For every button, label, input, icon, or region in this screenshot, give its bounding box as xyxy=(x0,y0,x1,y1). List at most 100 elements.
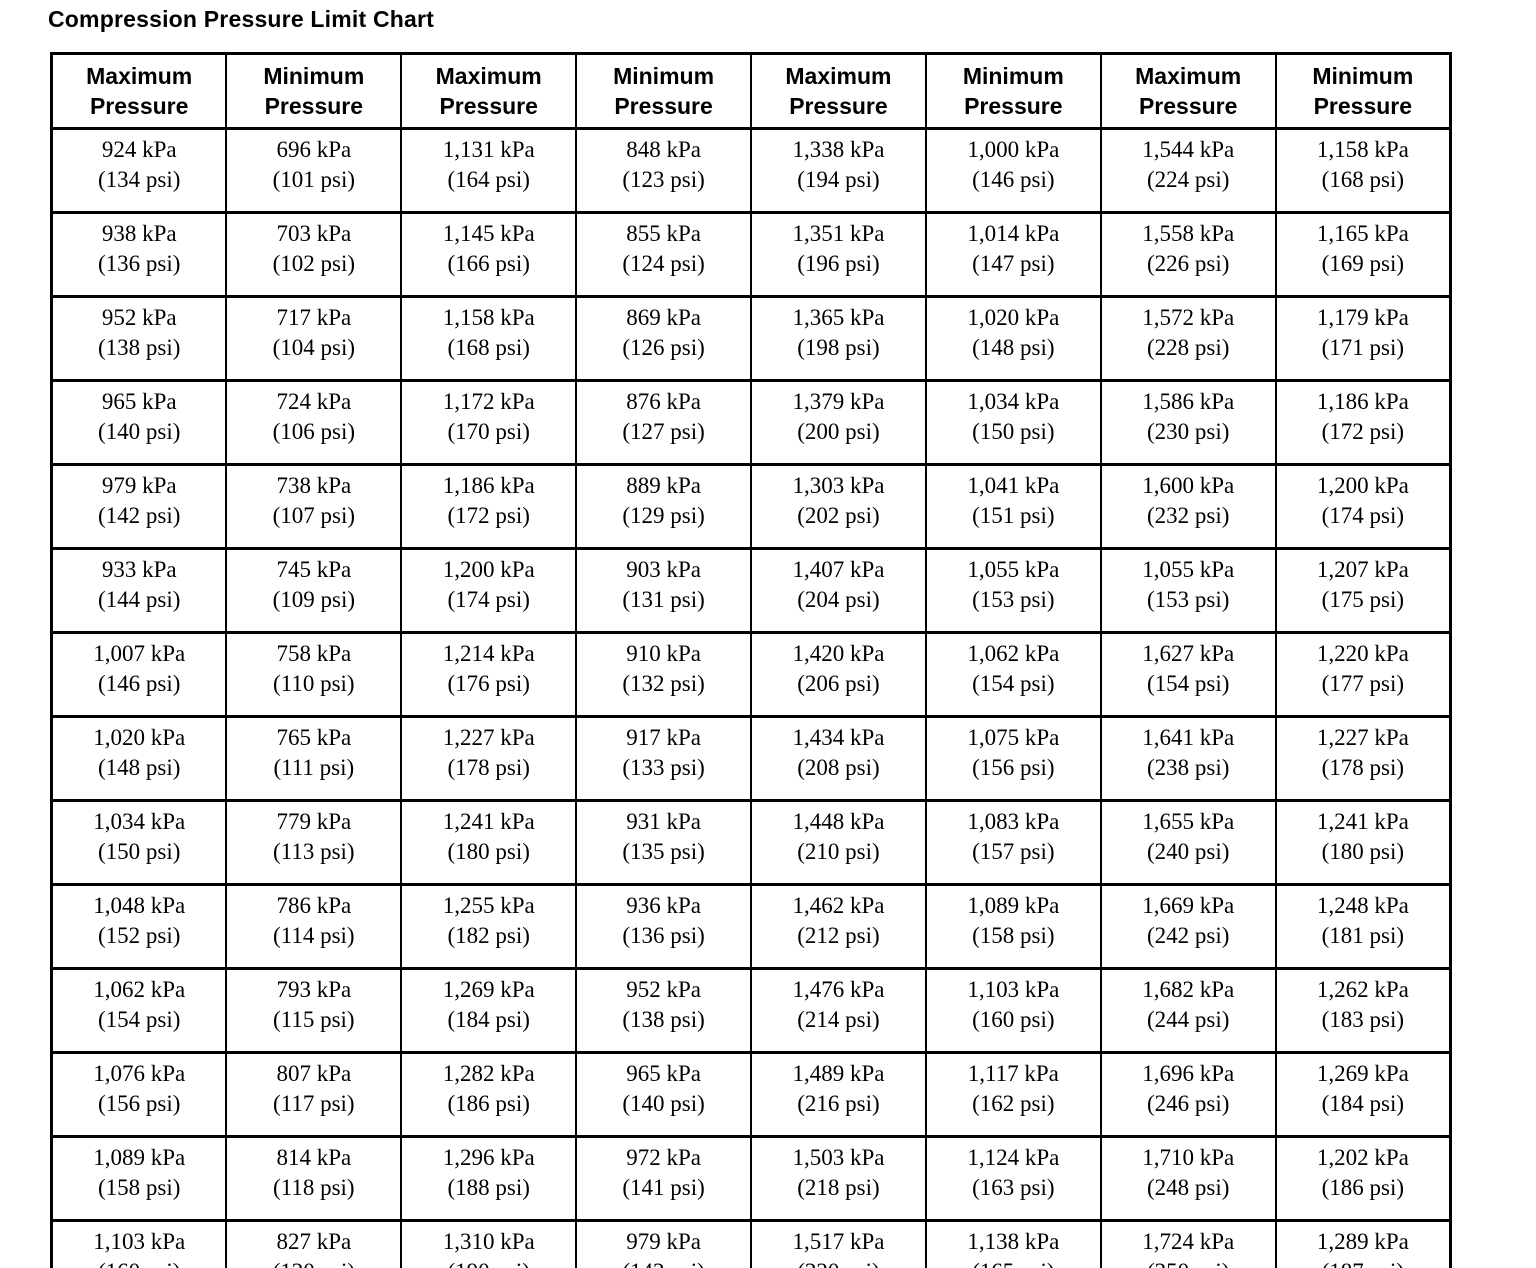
table-cell: 1,600 kPa (232 psi) xyxy=(1099,463,1277,550)
cell-line: (132 psi) xyxy=(622,671,705,696)
table-cell: 1,517 kPa (220 psi) xyxy=(750,1219,927,1268)
cell-line: (206 psi) xyxy=(797,671,880,696)
table-cell: 1,572 kPa (228 psi) xyxy=(1099,295,1277,382)
cell-line: (181 psi) xyxy=(1321,923,1405,948)
cell-line: 1,200 kPa xyxy=(442,557,535,582)
cell-line: 1,724 kPa xyxy=(1142,1229,1235,1254)
cell-line: 1,476 kPa xyxy=(792,977,885,1002)
table-cell: 807 kPa (117 psi) xyxy=(225,1051,403,1138)
table-cell: 814 kPa (118 psi) xyxy=(225,1135,403,1222)
cell-line: (242 psi) xyxy=(1146,923,1230,948)
header-cell-min-1: Minimum Pressure xyxy=(225,52,403,130)
cell-line: 1,248 kPa xyxy=(1316,893,1409,918)
table-row: 1,007 kPa (146 psi) 758 kPa (110 psi) 1,214 … xyxy=(50,631,1452,718)
cell-line: (210 psi) xyxy=(797,839,880,864)
table-cell: 972 kPa (141 psi) xyxy=(575,1135,752,1222)
table-cell: 1,172 kPa (170 psi) xyxy=(400,379,578,466)
cell-line: 807 kPa xyxy=(276,1061,352,1086)
cell-line: (188 psi) xyxy=(447,1175,530,1200)
cell-line: (163 psi) xyxy=(972,1175,1055,1200)
cell-line: (250 psi) xyxy=(1106,1257,1271,1268)
table-cell: 765 kPa (111 psi) xyxy=(225,715,403,802)
cell-line: (101 psi) xyxy=(272,167,356,192)
cell-line: 724 kPa xyxy=(276,389,352,414)
cell-line: 1,124 kPa xyxy=(967,1145,1060,1170)
table-cell: 1,227 kPa (178 psi) xyxy=(400,715,578,802)
cell-line: (157 psi) xyxy=(972,839,1055,864)
table-cell: 1,241 kPa (180 psi) xyxy=(400,799,578,886)
table-cell: 1,075 kPa (156 psi) xyxy=(924,715,1102,802)
table-cell: 1,200 kPa (174 psi) xyxy=(1274,463,1452,550)
cell-line: 1,296 kPa xyxy=(442,1145,535,1170)
table-cell: 1,544 kPa (224 psi) xyxy=(1099,127,1277,214)
cell-line: (107 psi) xyxy=(272,503,356,528)
cell-line: 738 kPa xyxy=(276,473,352,498)
cell-line: (200 psi) xyxy=(797,419,880,444)
table-cell: 1,041 kPa (151 psi) xyxy=(924,463,1102,550)
cell-line: (102 psi) xyxy=(272,251,356,276)
table-cell: 889 kPa (129 psi) xyxy=(575,463,752,550)
cell-line: (162 psi) xyxy=(972,1091,1055,1116)
table-cell: 1,165 kPa (169 psi) xyxy=(1274,211,1452,298)
table-cell: 1,200 kPa (174 psi) xyxy=(400,547,578,634)
cell-line: (194 psi) xyxy=(797,167,880,192)
cell-line: (126 psi) xyxy=(622,335,705,360)
table-cell: 1,158 kPa (168 psi) xyxy=(400,295,578,382)
table-cell: 938 kPa (136 psi) xyxy=(50,211,228,298)
cell-line: 1,282 kPa xyxy=(442,1061,535,1086)
cell-line: 1,158 kPa xyxy=(1316,137,1409,162)
table-cell: 869 kPa (126 psi) xyxy=(575,295,752,382)
cell-line: 903 kPa xyxy=(626,557,701,582)
table-cell: 1,289 kPa (187 psi) xyxy=(1274,1219,1452,1268)
table-cell: 1,462 kPa (212 psi) xyxy=(750,883,927,970)
table-cell: 1,655 kPa (240 psi) xyxy=(1099,799,1277,886)
cell-line: 1,462 kPa xyxy=(792,893,885,918)
cell-line: 869 kPa xyxy=(626,305,701,330)
cell-line: 1,089 kPa xyxy=(93,1145,186,1170)
table-cell: 952 kPa (138 psi) xyxy=(50,295,228,382)
cell-line: (156 psi) xyxy=(97,1091,181,1116)
cell-line: 1,407 kPa xyxy=(792,557,885,582)
table-cell: 1,586 kPa (230 psi) xyxy=(1099,379,1277,466)
table-cell: 1,103 kPa (160 psi) xyxy=(50,1219,228,1268)
cell-line: (146 psi) xyxy=(97,671,181,696)
cell-line: (228 psi) xyxy=(1146,335,1230,360)
cell-line: (133 psi) xyxy=(622,755,705,780)
cell-line: (144 psi) xyxy=(97,587,181,612)
cell-line: 1,269 kPa xyxy=(442,977,535,1002)
table-cell: 1,227 kPa (178 psi) xyxy=(1274,715,1452,802)
cell-line: (172 psi) xyxy=(1321,419,1405,444)
cell-line: 1,131 kPa xyxy=(442,137,535,162)
cell-line: (232 psi) xyxy=(1146,503,1230,528)
table-cell: 1,558 kPa (226 psi) xyxy=(1099,211,1277,298)
cell-line: 933 kPa xyxy=(101,557,177,582)
cell-line: (138 psi) xyxy=(97,335,181,360)
cell-line: 1,338 kPa xyxy=(792,137,885,162)
table-cell: 910 kPa (132 psi) xyxy=(575,631,752,718)
table-cell: 979 kPa (142 psi) xyxy=(575,1219,752,1268)
table-cell: 965 kPa (140 psi) xyxy=(575,1051,752,1138)
cell-line: 1,669 kPa xyxy=(1142,893,1235,918)
cell-line: (224 psi) xyxy=(1146,167,1230,192)
table-cell: 952 kPa (138 psi) xyxy=(575,967,752,1054)
table-cell: 1,476 kPa (214 psi) xyxy=(750,967,927,1054)
table-cell: 1,434 kPa (208 psi) xyxy=(750,715,927,802)
cell-line: (153 psi) xyxy=(972,587,1055,612)
cell-line: (114 psi) xyxy=(273,923,355,948)
cell-line: (214 psi) xyxy=(797,1007,880,1032)
table-cell: 1,248 kPa (181 psi) xyxy=(1274,883,1452,970)
cell-line: 1,014 kPa xyxy=(967,221,1060,246)
table-cell: 1,448 kPa (210 psi) xyxy=(750,799,927,886)
table-cell: 1,303 kPa (202 psi) xyxy=(750,463,927,550)
cell-line: (164 psi) xyxy=(447,167,530,192)
table-cell: 1,310 kPa (190 psi) xyxy=(400,1219,578,1268)
header-cell-max-1: Maximum Pressure xyxy=(50,52,228,130)
cell-line: 1,055 kPa xyxy=(967,557,1060,582)
cell-line: (104 psi) xyxy=(272,335,356,360)
cell-line: (158 psi) xyxy=(972,923,1055,948)
cell-line: (160 psi) xyxy=(57,1257,221,1268)
table-cell: 1,262 kPa (183 psi) xyxy=(1274,967,1452,1054)
cell-line: (109 psi) xyxy=(272,587,356,612)
cell-line: (166 psi) xyxy=(447,251,530,276)
cell-line: (142 psi) xyxy=(97,503,181,528)
